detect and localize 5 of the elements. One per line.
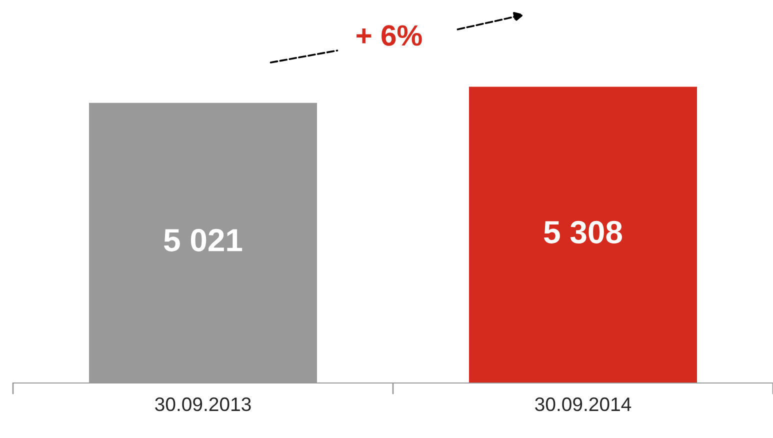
- x-tick-label: 30.09.2014: [535, 397, 632, 412]
- data-label: 5 308: [544, 220, 622, 244]
- x-tick-label: 30.09.2013: [155, 397, 251, 412]
- data-label: 5 021: [164, 228, 242, 252]
- text: + 6%: [356, 25, 422, 46]
